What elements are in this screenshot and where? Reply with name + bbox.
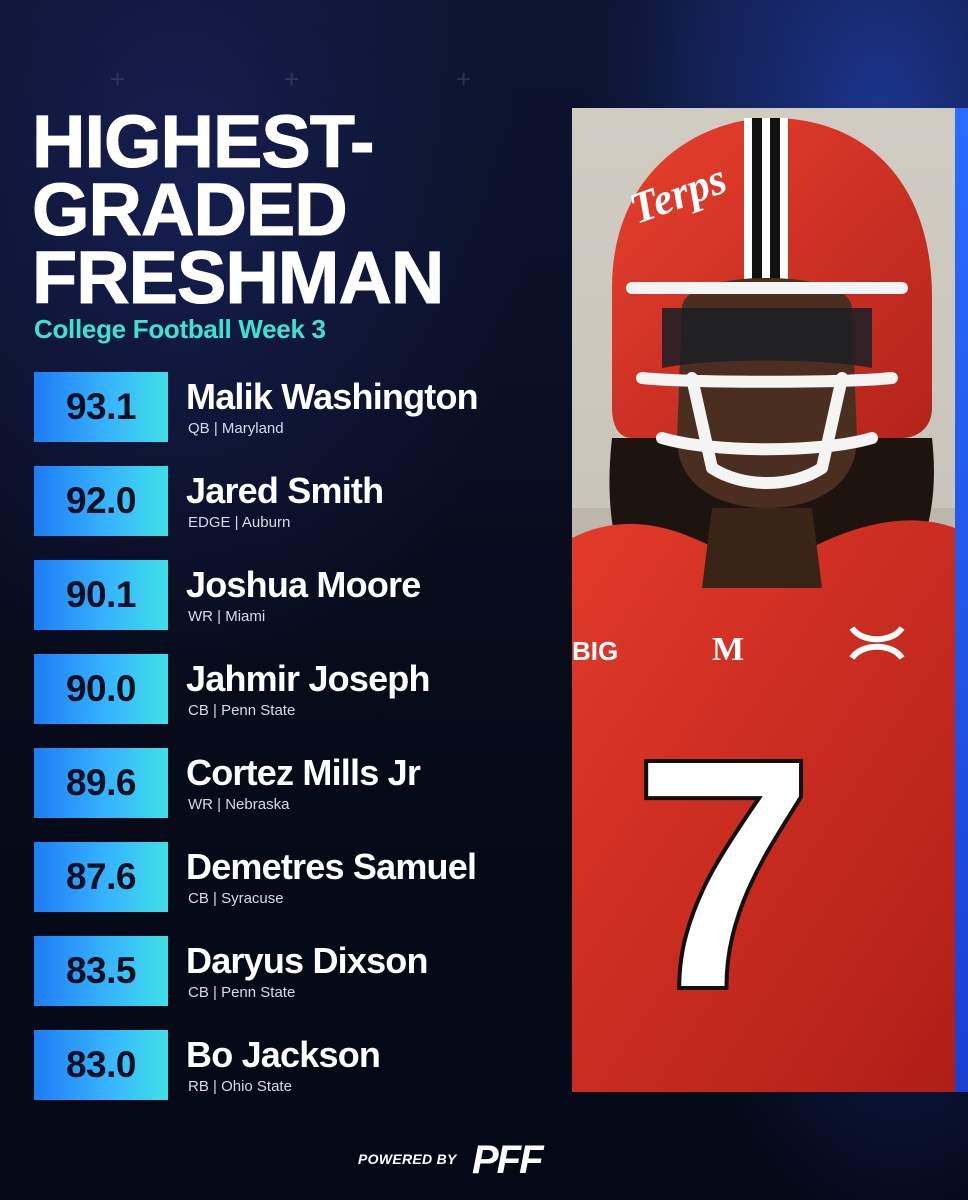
player-position-school: CB | Syracuse <box>188 890 284 907</box>
player-position-school: QB | Maryland <box>188 420 284 437</box>
footer: POWERED BY PFF <box>0 1138 968 1180</box>
list-item: 87.6 Demetres Samuel CB | Syracuse <box>34 842 574 936</box>
player-name: Demetres Samuel <box>186 846 477 887</box>
player-name: Joshua Moore <box>186 564 421 605</box>
player-name: Jared Smith <box>186 470 384 511</box>
page-title: HIGHEST- GRADED FRESHMAN <box>31 100 444 319</box>
decorative-plus-icon: + <box>110 64 126 94</box>
page-subtitle: College Football Week 3 <box>34 314 326 344</box>
player-position-school: EDGE | Auburn <box>188 514 291 531</box>
player-photo: Terps BIG M 7 <box>572 108 955 1092</box>
jersey-number: 7 <box>632 689 816 1058</box>
list-item: 90.1 Joshua Moore WR | Miami <box>34 560 574 654</box>
pff-logo-text: PFF <box>472 1140 545 1180</box>
grade-badge: 92.0 <box>34 466 168 536</box>
list-item: 83.0 Bo Jackson RB | Ohio State <box>34 1030 574 1124</box>
player-photo-illustration: Terps BIG M 7 <box>572 108 955 1092</box>
grade-badge: 90.0 <box>34 654 168 724</box>
sleeve-text: BIG <box>572 636 618 666</box>
list-item: 93.1 Malik Washington QB | Maryland <box>34 372 574 466</box>
player-name: Malik Washington <box>186 376 479 417</box>
list-item: 92.0 Jared Smith EDGE | Auburn <box>34 466 574 560</box>
player-list: 93.1 Malik Washington QB | Maryland 92.0… <box>34 372 574 1124</box>
player-position-school: WR | Miami <box>188 608 266 625</box>
grade-badge: 89.6 <box>34 748 168 818</box>
pff-logo: PFF <box>472 1140 547 1180</box>
grade-badge: 83.0 <box>34 1030 168 1100</box>
powered-by-label: POWERED BY <box>358 1151 457 1167</box>
player-position-school: CB | Penn State <box>188 984 296 1001</box>
chest-logo: M <box>712 631 744 668</box>
grade-badge: 93.1 <box>34 372 168 442</box>
player-name: Cortez Mills Jr <box>186 752 421 793</box>
player-name: Bo Jackson <box>186 1034 381 1075</box>
brand-logo-icon <box>849 626 905 660</box>
decorative-plus-icon: + <box>284 64 300 94</box>
player-name: Jahmir Joseph <box>186 658 431 699</box>
list-item: 90.0 Jahmir Joseph CB | Penn State <box>34 654 574 748</box>
decorative-plus-icon: + <box>456 64 472 94</box>
list-item: 83.5 Daryus Dixson CB | Penn State <box>34 936 574 1030</box>
grade-badge: 87.6 <box>34 842 168 912</box>
list-item: 89.6 Cortez Mills Jr WR | Nebraska <box>34 748 574 842</box>
photo-accent-bar <box>952 108 968 1092</box>
player-position-school: WR | Nebraska <box>188 796 290 813</box>
grade-badge: 90.1 <box>34 560 168 630</box>
player-position-school: CB | Penn State <box>188 702 296 719</box>
player-name: Daryus Dixson <box>186 940 429 981</box>
player-position-school: RB | Ohio State <box>188 1078 292 1095</box>
grade-badge: 83.5 <box>34 936 168 1006</box>
